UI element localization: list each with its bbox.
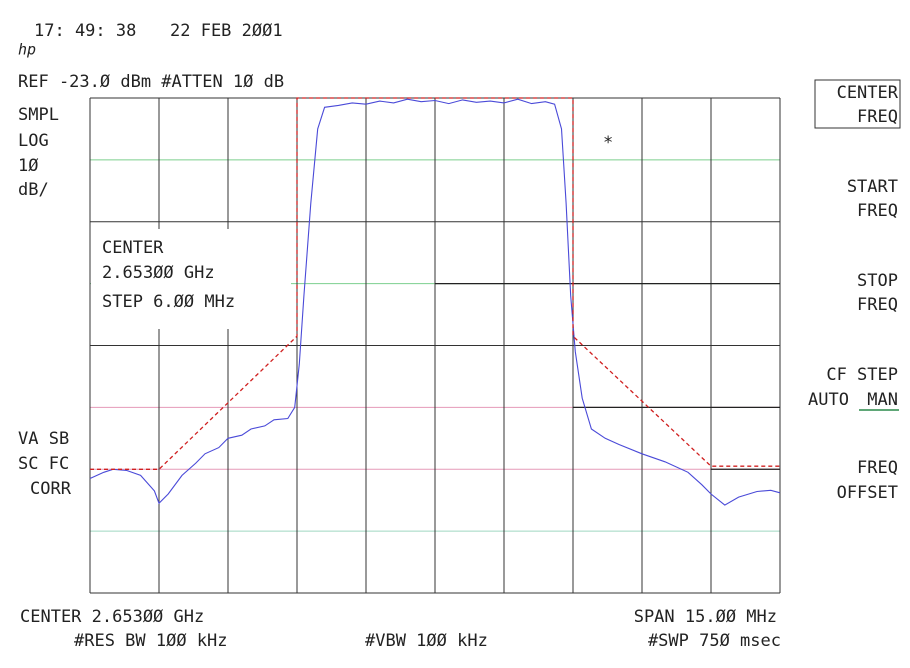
detector: SMPL — [18, 105, 59, 125]
reference-level: REF -23.Ø dBm #ATTEN 1Ø dB — [18, 72, 284, 92]
entry-box-bg — [91, 229, 291, 329]
flags: SC FC — [18, 454, 69, 474]
entry-value: 2.653ØØ GHz — [102, 263, 215, 283]
flags: VA SB — [18, 429, 69, 449]
softkey[interactable]: START — [847, 177, 898, 197]
softkey[interactable]: CENTER — [837, 83, 899, 103]
header: 17: 49: 38 22 FEB 2ØØ1 hp REF -23.Ø dBm … — [18, 21, 284, 92]
softkey[interactable]: FREQ — [857, 295, 898, 315]
span: SPAN 15.ØØ MHz — [634, 607, 777, 627]
plot-area — [89, 97, 781, 594]
entry-step: STEP 6.ØØ MHz — [102, 292, 235, 312]
trace — [89, 98, 781, 506]
rbw: #RES BW 1ØØ kHz — [74, 631, 228, 651]
logo: hp — [18, 41, 36, 59]
softkey[interactable]: CF STEP — [826, 365, 898, 385]
scale-type: LOG — [18, 131, 49, 151]
marker: * — [603, 133, 613, 153]
softkey[interactable]: MAN — [867, 390, 898, 410]
sweep: #SWP 75Ø msec — [648, 631, 781, 651]
softkey-frame — [814, 79, 901, 129]
softkey[interactable]: OFFSET — [837, 483, 898, 503]
softkey[interactable]: FREQ — [857, 458, 898, 478]
scale-value: 1Ø — [18, 156, 38, 176]
vbw: #VBW 1ØØ kHz — [365, 631, 488, 651]
softkeys: CENTER FREQ START FREQ STOP FREQ CF STEP… — [808, 79, 901, 503]
entry-box: CENTER 2.653ØØ GHz STEP 6.ØØ MHz — [102, 238, 235, 312]
limit-line — [90, 97, 780, 470]
footer: CENTER 2.653ØØ GHz SPAN 15.ØØ MHz #RES B… — [20, 607, 781, 651]
center-freq: CENTER 2.653ØØ GHz — [20, 607, 204, 627]
softkey[interactable]: FREQ — [857, 107, 898, 127]
scale-unit: dB/ — [18, 180, 49, 200]
softkey[interactable]: FREQ — [857, 201, 898, 221]
entry-label: CENTER — [102, 238, 164, 258]
softkey[interactable]: AUTO — [808, 390, 849, 410]
left-panel: SMPL LOG 1Ø dB/ VA SB SC FC CORR — [18, 105, 72, 499]
date: 22 FEB 2ØØ1 — [170, 21, 283, 41]
time: 17: 49: 38 — [34, 21, 136, 41]
flags: CORR — [30, 479, 72, 499]
softkey[interactable]: STOP — [857, 271, 898, 291]
